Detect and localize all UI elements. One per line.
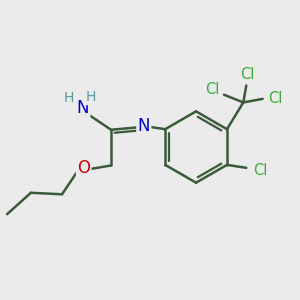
Text: H: H: [64, 91, 74, 105]
Text: N: N: [137, 117, 150, 135]
Text: H: H: [86, 90, 96, 104]
Text: O: O: [77, 159, 90, 177]
Text: Cl: Cl: [240, 67, 254, 82]
Text: Cl: Cl: [268, 92, 282, 106]
Text: Cl: Cl: [205, 82, 219, 97]
Text: N: N: [76, 99, 89, 117]
Text: Cl: Cl: [254, 163, 268, 178]
